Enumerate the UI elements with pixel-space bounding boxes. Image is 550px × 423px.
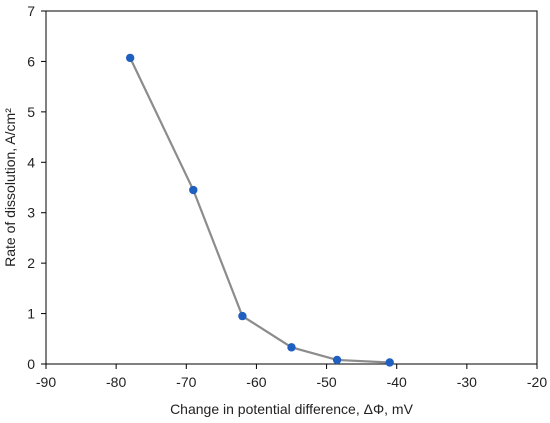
x-tick-label: -60 xyxy=(246,374,266,390)
x-axis-ticks: -90 -80 -70 -60 -50 -40 -30 -20 xyxy=(36,364,547,390)
series-line xyxy=(129,57,390,364)
y-tick-label: 4 xyxy=(27,154,35,170)
data-series xyxy=(125,53,394,367)
plot-axes xyxy=(45,10,538,365)
plot-frame xyxy=(45,10,538,365)
data-point xyxy=(189,185,198,195)
y-tick-label: 6 xyxy=(27,53,35,69)
x-tick-label: -70 xyxy=(176,374,196,390)
data-point xyxy=(332,355,342,365)
x-tick-label: -50 xyxy=(316,374,336,390)
data-point xyxy=(385,358,394,367)
y-tick-label: 2 xyxy=(27,255,35,271)
y-axis-label: Rate of dissolution, A/cm² xyxy=(2,108,18,267)
y-tick-label: 5 xyxy=(27,104,35,120)
x-tick-label: -40 xyxy=(387,374,407,390)
data-point xyxy=(287,343,296,352)
data-point xyxy=(238,311,247,321)
x-tick-label: -90 xyxy=(36,374,56,390)
y-tick-label: 3 xyxy=(27,205,35,221)
y-tick-label: 7 xyxy=(27,3,35,19)
y-tick-label: 0 xyxy=(27,356,35,372)
x-tick-label: -80 xyxy=(106,374,126,390)
y-axis-ticks: 0 1 2 3 4 5 6 7 xyxy=(27,3,46,372)
x-tick-label: -20 xyxy=(527,374,547,390)
data-point xyxy=(125,53,135,63)
x-axis-label: Change in potential difference, ΔΦ, mV xyxy=(170,401,414,417)
y-tick-label: 1 xyxy=(27,306,35,322)
x-tick-label: -30 xyxy=(457,374,477,390)
